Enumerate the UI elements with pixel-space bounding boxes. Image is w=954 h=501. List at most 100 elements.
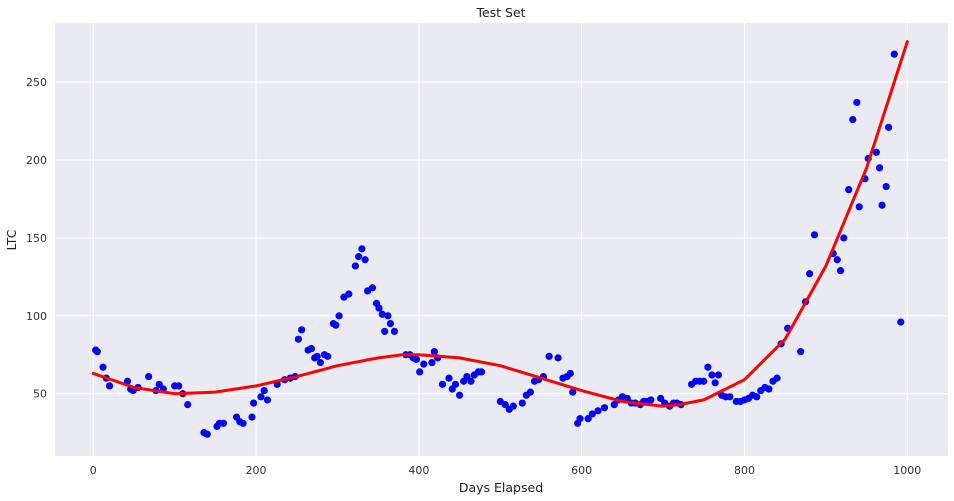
data-point (836, 267, 845, 275)
data-point (833, 256, 841, 264)
data-point (876, 164, 884, 172)
data-point (175, 382, 183, 390)
data-point (155, 380, 163, 388)
data-point (93, 348, 101, 356)
x-tick-label: 1000 (893, 464, 921, 477)
data-point (430, 348, 438, 356)
data-point (332, 321, 340, 329)
data-point (806, 270, 814, 278)
data-point (714, 371, 723, 379)
data-point (610, 401, 618, 409)
data-point (501, 401, 509, 409)
data-point (797, 348, 805, 356)
y-tick-labels: 50 100 150 200 250 (26, 76, 47, 401)
data-point (600, 404, 609, 412)
data-point (361, 256, 369, 264)
data-point (477, 368, 486, 376)
data-point (384, 312, 392, 320)
data-point (145, 372, 153, 381)
data-point (765, 385, 773, 393)
data-point (313, 352, 321, 360)
y-tick-label: 150 (26, 232, 47, 245)
data-point (386, 320, 394, 328)
data-point (726, 393, 734, 401)
data-point (840, 234, 848, 242)
data-point (518, 399, 526, 407)
y-tick-label: 200 (26, 154, 47, 167)
data-point (890, 50, 898, 58)
data-point (263, 396, 272, 404)
chart-title: Test Set (475, 5, 525, 20)
data-point (584, 415, 592, 423)
data-point (355, 253, 363, 261)
data-point (248, 413, 256, 421)
data-point (375, 304, 383, 312)
data-point (451, 380, 460, 388)
data-point (588, 410, 596, 418)
data-point (753, 393, 761, 401)
data-point (250, 399, 258, 407)
data-point (428, 358, 436, 367)
data-point (412, 355, 421, 364)
data-point (438, 380, 447, 388)
data-point (184, 401, 192, 409)
data-point (569, 388, 577, 396)
data-point (853, 98, 861, 107)
data-point (576, 415, 584, 423)
data-point (882, 182, 890, 191)
data-point (257, 393, 265, 401)
data-point (594, 407, 602, 415)
data-point (855, 203, 863, 211)
data-point (298, 326, 306, 334)
data-point (773, 374, 781, 382)
data-point (526, 388, 534, 396)
y-tick-label: 100 (26, 310, 47, 323)
data-point (897, 318, 905, 326)
x-tick-label: 0 (90, 464, 97, 477)
data-point (390, 327, 399, 335)
data-point (845, 186, 853, 194)
data-point (455, 391, 464, 399)
data-point (335, 312, 343, 320)
y-axis-title: LTC (4, 229, 19, 250)
x-axis-title: Days Elapsed (459, 480, 543, 495)
data-point (260, 386, 268, 395)
x-tick-labels: 0 200 400 600 800 1000 (90, 464, 922, 477)
x-tick-label: 800 (734, 464, 755, 477)
data-point (554, 354, 562, 362)
fit-curve (91, 40, 909, 408)
data-point (420, 360, 428, 368)
data-point (203, 430, 211, 438)
data-point (849, 115, 857, 124)
data-point (99, 363, 107, 371)
data-point (647, 396, 655, 404)
data-point (467, 377, 475, 385)
data-point (623, 394, 631, 402)
data-point (239, 419, 247, 427)
data-point (700, 377, 708, 385)
data-point (294, 335, 302, 343)
data-point (810, 231, 819, 239)
data-point (324, 352, 332, 360)
data-point (368, 284, 377, 292)
y-tick-label: 250 (26, 76, 47, 89)
data-point (463, 372, 471, 381)
data-point (351, 262, 359, 270)
y-tick-label: 50 (33, 388, 47, 401)
x-tick-label: 200 (246, 464, 267, 477)
data-point (657, 394, 665, 402)
data-point (345, 290, 353, 298)
data-point (358, 245, 366, 253)
data-point (316, 358, 324, 367)
scatter-points (92, 50, 905, 438)
data-point (381, 327, 389, 335)
x-tick-label: 400 (408, 464, 429, 477)
data-point (566, 369, 574, 378)
data-point (708, 371, 716, 379)
data-point (416, 368, 424, 376)
data-point (509, 402, 517, 410)
x-tick-label: 600 (571, 464, 592, 477)
data-point (704, 363, 712, 371)
data-point (378, 310, 386, 318)
data-point (219, 419, 228, 427)
